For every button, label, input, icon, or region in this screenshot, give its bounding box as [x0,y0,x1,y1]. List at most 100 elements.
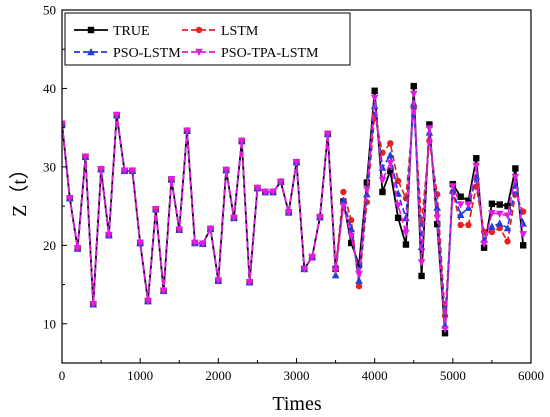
legend-box [64,12,351,66]
data-point-pso-tpa-lstm [394,202,402,210]
data-point-pso-tpa-lstm [144,297,152,306]
data-point-pso-tpa-lstm [128,167,137,175]
data-point-pso-tpa-lstm [323,130,332,138]
legend-label-true: TRUE [113,24,150,39]
x-tick-label: 5000 [440,368,466,383]
x-tick-label: 2000 [205,368,231,383]
data-point-pso-lstm [331,271,340,279]
data-point-pso-tpa-lstm [316,213,324,222]
data-point-pso-tpa-lstm [449,183,457,191]
data-point-pso-tpa-lstm [191,239,199,247]
data-point-pso-tpa-lstm [409,90,418,98]
data-point-pso-tpa-lstm [159,287,168,295]
data-point-true [457,193,464,200]
data-point-true [394,214,402,222]
data-point-pso-tpa-lstm [378,177,387,185]
data-point-pso-tpa-lstm [277,178,285,186]
data-point-true [355,261,363,269]
data-point-pso-tpa-lstm [237,137,246,146]
data-point-pso-tpa-lstm [363,186,371,194]
data-point-pso-tpa-lstm [261,188,270,196]
data-point-pso-tpa-lstm [175,226,184,234]
data-point-pso-lstm [495,219,504,227]
x-axis-title: Times [272,393,322,415]
data-point-pso-lstm [386,151,395,159]
data-point-pso-tpa-lstm [112,111,121,120]
data-point-pso-tpa-lstm [245,279,254,287]
data-point-pso-tpa-lstm [511,173,520,182]
data-point-true [410,82,417,90]
data-point-pso-tpa-lstm [480,240,488,248]
data-point-pso-tpa-lstm [183,127,191,135]
y-tick-label: 50 [43,3,56,18]
legend-label-lstm: LSTM [221,24,259,39]
axis-layer: 0 1000 2000 3000 4000 5000 6000 10 20 30 40 50 [43,3,544,384]
data-point-pso-tpa-lstm [402,229,410,237]
data-point-pso-tpa-lstm [519,231,527,239]
data-point-pso-tpa-lstm [214,277,223,285]
data-point-true [512,165,519,172]
data-point-pso-tpa-lstm [488,209,496,218]
legend-marker-lstm [195,26,203,34]
data-point-pso-tpa-lstm [206,225,215,233]
data-point-true [379,188,386,196]
data-point-pso-tpa-lstm [441,326,449,334]
series-layer [62,82,527,337]
data-point-pso-tpa-lstm [339,202,348,211]
data-point-pso-tpa-lstm [120,167,129,175]
data-point-pso-tpa-lstm [433,214,441,222]
x-tick-label: 6000 [518,368,544,383]
data-point-lstm [355,282,363,290]
data-point-true [348,239,355,247]
data-point-pso-tpa-lstm [62,120,66,128]
data-point-true [519,242,527,249]
data-point-true [402,241,410,248]
data-point-pso-tpa-lstm [495,210,504,218]
data-point-true [426,121,433,128]
data-point-pso-tpa-lstm [292,158,301,167]
data-point-pso-tpa-lstm [300,265,309,273]
data-point-lstm [340,188,347,196]
data-point-pso-tpa-lstm [253,184,262,193]
legend-marker-pso-lstm [87,48,95,56]
data-point-pso-tpa-lstm [198,240,207,248]
data-point-pso-tpa-lstm [417,259,426,267]
data-point-true [387,167,394,175]
y-axis-title: Z（t） [8,159,31,217]
data-point-pso-tpa-lstm [73,245,82,253]
data-point-pso-tpa-lstm [66,195,74,203]
data-point-pso-lstm [456,210,465,218]
x-tick-label: 4000 [362,368,388,383]
data-point-pso-tpa-lstm [222,166,230,175]
series-line-lstm [62,107,524,317]
data-point-lstm [387,140,394,147]
data-point-pso-tpa-lstm [81,153,90,161]
data-point-pso-lstm [503,224,512,232]
data-point-pso-tpa-lstm [230,214,238,222]
data-point-true [465,197,472,204]
data-point-true [504,202,511,210]
data-point-pso-tpa-lstm [386,159,395,167]
data-point-pso-tpa-lstm [269,188,277,196]
data-point-pso-tpa-lstm [355,271,363,279]
data-point-pso-tpa-lstm [456,201,465,209]
data-point-pso-tpa-lstm [89,300,98,309]
x-tick-label: 1000 [127,368,153,383]
data-point-pso-tpa-lstm [425,125,434,133]
legend: TRUE LSTM PSO-LSTM PSO-TPA-LSTM [64,12,351,66]
data-point-pso-tpa-lstm [503,212,512,220]
data-point-lstm [465,221,472,229]
data-point-pso-lstm [355,276,363,284]
legend-label-pso-tpa-lstm: PSO-TPA-LSTM [221,46,319,61]
data-point-pso-lstm [488,222,496,230]
data-point-pso-lstm [347,224,356,233]
legend-marker-pso-tpa-lstm [195,48,203,56]
data-point-true [488,200,496,207]
x-tick-label: 0 [59,368,66,383]
x-tick-label: 3000 [284,368,310,383]
data-point-pso-tpa-lstm [472,162,481,171]
data-point-true [418,272,425,280]
data-point-pso-tpa-lstm [370,94,379,102]
data-point-pso-tpa-lstm [105,231,113,240]
